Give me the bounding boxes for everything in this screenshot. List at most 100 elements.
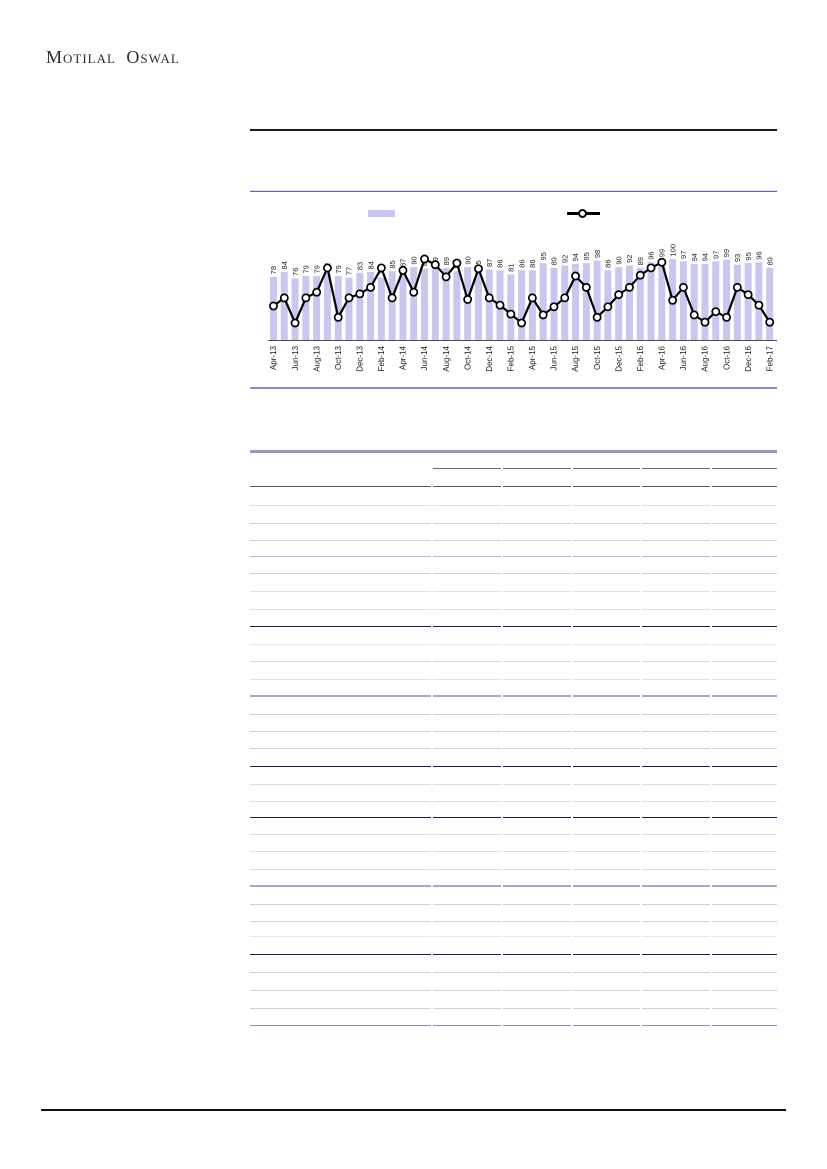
table-rule-segment — [503, 505, 571, 506]
table-row-rule — [250, 661, 777, 662]
table-rule-segment — [250, 485, 431, 487]
table-rule-segment — [433, 953, 501, 955]
table-rule-segment — [642, 1008, 710, 1009]
bar — [658, 259, 666, 340]
line-marker-icon — [452, 258, 462, 268]
table-row-rule — [250, 884, 777, 887]
table-rule-segment — [712, 801, 777, 802]
x-tick-label: Apr-15 — [528, 345, 537, 370]
x-tick-label: Apr-14 — [399, 345, 408, 370]
table-rule-segment — [642, 801, 710, 802]
x-tick-label: Feb-15 — [507, 345, 516, 371]
bar — [766, 267, 774, 340]
table-row-rule — [250, 714, 777, 715]
table-rule-segment — [712, 1024, 777, 1026]
table-rule-segment — [642, 644, 710, 645]
table-rule-segment — [433, 714, 501, 715]
table-rule-segment — [503, 904, 571, 905]
table-rule-segment — [433, 765, 501, 767]
bar — [723, 259, 731, 340]
table-rule-segment — [573, 679, 640, 680]
table-rule-segment — [250, 972, 431, 973]
bar-value-label: 89 — [550, 257, 559, 265]
table-rule-segment — [573, 731, 640, 732]
line-marker-icon — [376, 263, 386, 273]
line-marker-icon — [312, 287, 322, 297]
table-rule-segment — [250, 953, 431, 955]
table-rule-segment — [433, 485, 501, 487]
table-row-rule — [250, 851, 777, 852]
bar-value-label: 87 — [485, 259, 494, 267]
bar — [733, 264, 741, 340]
table-rule-segment — [433, 851, 501, 852]
table-row-rule — [250, 748, 777, 749]
table-rule-segment — [712, 765, 777, 767]
table-rule-segment — [712, 485, 777, 487]
table-rule-segment — [642, 990, 710, 991]
table-rule-segment — [712, 816, 777, 818]
table-row-rule — [250, 467, 777, 469]
x-tick-label: Feb-14 — [377, 345, 386, 371]
table-rule-segment — [503, 990, 571, 991]
line-marker-icon — [474, 264, 483, 274]
line-marker-icon — [765, 317, 775, 327]
bar-value-label: 94 — [701, 253, 710, 261]
table-rule-segment — [503, 936, 571, 937]
table-rule-segment — [433, 644, 501, 645]
bar-value-label: 94 — [571, 253, 580, 261]
table-rule-segment — [712, 972, 777, 973]
bar — [712, 261, 720, 340]
line-marker-icon — [560, 293, 570, 303]
table-rule-segment — [433, 884, 501, 887]
table-rule-segment — [503, 555, 571, 557]
table-rule-segment — [573, 921, 640, 922]
line-marker-icon — [344, 293, 354, 303]
line-marker-icon — [657, 257, 667, 267]
line-marker-icon — [689, 310, 699, 320]
table-rule-segment — [712, 591, 777, 592]
bar-value-label: 96 — [647, 251, 656, 259]
table-rule-segment — [433, 1008, 501, 1009]
bar-value-label: 79 — [334, 265, 343, 273]
bar — [453, 271, 461, 340]
bar-value-label: 92 — [560, 255, 569, 263]
line-marker-icon — [538, 310, 548, 320]
table-rule-segment — [573, 851, 640, 852]
line-marker-icon — [484, 293, 494, 303]
table-rule-segment — [712, 1008, 777, 1009]
table-row-rule — [250, 834, 777, 835]
table-rule-segment — [573, 869, 640, 870]
table-rule-segment — [573, 573, 640, 574]
line-marker-icon — [322, 263, 332, 273]
table-rule-segment — [573, 936, 640, 937]
table-rule-segment — [642, 467, 710, 469]
bar-value-label: 94 — [690, 253, 699, 261]
bar — [539, 263, 547, 340]
table-row-rule — [250, 816, 777, 818]
table-rule-segment — [433, 869, 501, 870]
table-rule-segment — [250, 904, 431, 905]
table-rule-segment — [712, 869, 777, 870]
table-rule-segment — [573, 714, 640, 715]
table-rule-segment — [503, 661, 571, 662]
line-marker-icon — [635, 270, 645, 280]
table-rule-segment — [433, 573, 501, 574]
x-tick-label: Apr-16 — [658, 345, 667, 370]
table-rule-segment — [642, 765, 710, 767]
table-rule-segment — [712, 644, 777, 645]
table-rule-segment — [573, 765, 640, 767]
table-rule-segment — [433, 609, 501, 610]
table-rule-segment — [642, 555, 710, 557]
table-rule-segment — [573, 801, 640, 802]
table-rule-segment — [250, 625, 431, 627]
bar — [410, 267, 418, 340]
table-rule-segment — [503, 851, 571, 852]
table-rule-segment — [433, 505, 501, 506]
table-rule-segment — [250, 609, 431, 610]
table-rule-segment — [503, 953, 571, 955]
bar — [636, 267, 644, 340]
x-tick-label: Jun-13 — [291, 345, 300, 370]
table-rule-segment — [712, 523, 777, 524]
table-rule-segment — [503, 748, 571, 749]
bar — [442, 267, 450, 340]
